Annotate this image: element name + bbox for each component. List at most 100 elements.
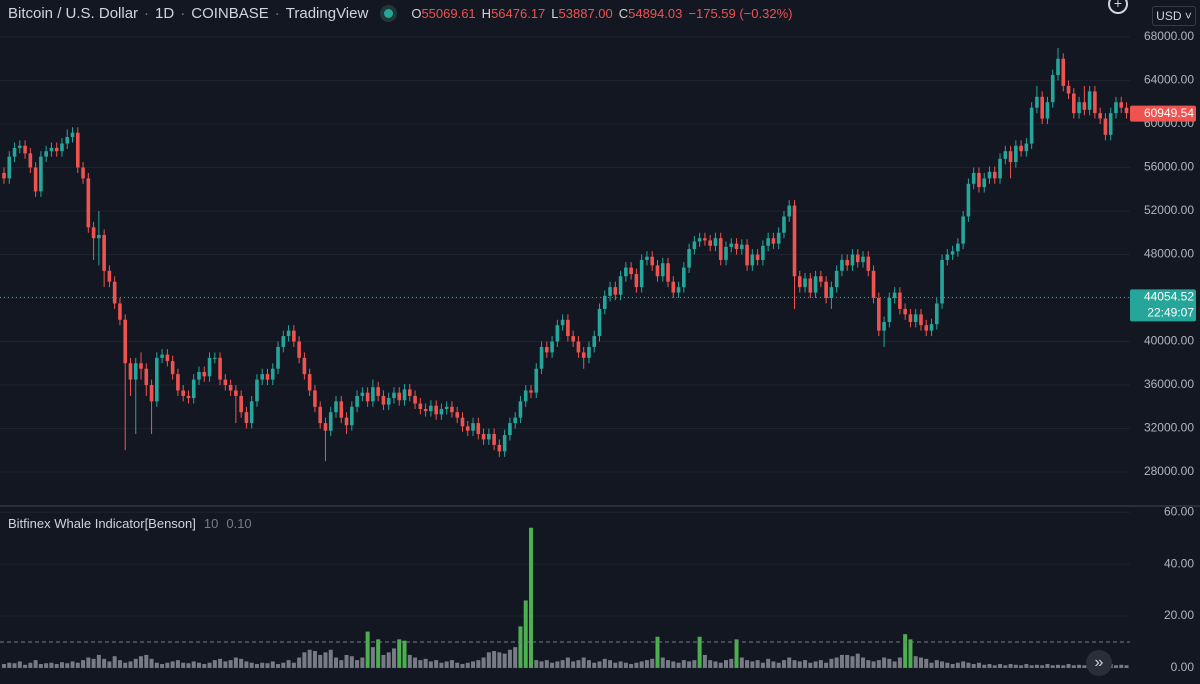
bar <box>681 660 686 668</box>
bar <box>655 636 660 668</box>
value: 55069.61 <box>421 6 476 21</box>
candle-body <box>128 363 133 380</box>
candle-body <box>581 352 586 358</box>
bar <box>212 660 217 668</box>
bar <box>845 654 850 668</box>
candle-body <box>260 374 265 380</box>
candle-body <box>987 171 992 179</box>
ohlc-close: C54894.03 <box>619 6 683 21</box>
bar <box>402 640 407 668</box>
candle-body <box>703 238 707 241</box>
candle-body <box>761 245 765 260</box>
candle-body <box>913 314 918 322</box>
candle-body <box>502 435 507 452</box>
candle-body <box>112 281 117 304</box>
add-button[interactable]: + <box>1108 0 1128 14</box>
bar <box>397 639 402 668</box>
candle-body <box>123 319 128 364</box>
candle-body <box>1024 143 1029 152</box>
market-status[interactable] <box>384 9 394 18</box>
bar <box>260 662 265 668</box>
bar <box>787 657 792 668</box>
candle-body <box>144 368 149 386</box>
bar <box>12 663 17 668</box>
bar <box>576 660 581 668</box>
candle-body <box>386 398 391 405</box>
y-tick-label: 40000.00 <box>1144 334 1194 348</box>
bar <box>908 639 913 668</box>
countdown-label: 22:49:07 <box>1147 306 1194 320</box>
currency-select[interactable]: USD ˅ <box>1152 6 1196 26</box>
bar <box>175 660 180 668</box>
candle-body <box>492 433 496 445</box>
candle-body <box>523 390 528 402</box>
bar <box>407 654 412 668</box>
bar <box>539 661 544 668</box>
bar <box>96 654 101 668</box>
candle-body <box>803 278 807 288</box>
candle-body <box>682 267 686 288</box>
candle-body <box>402 389 407 401</box>
bar <box>913 656 918 668</box>
bar <box>128 661 133 668</box>
candle-body <box>650 256 655 266</box>
bar <box>1045 664 1050 668</box>
symbol-name[interactable]: Bitcoin / U.S. Dollar <box>8 5 139 22</box>
candle-body <box>102 234 106 271</box>
bar <box>776 662 781 668</box>
candle-body <box>782 216 786 233</box>
bar <box>186 663 191 668</box>
bar <box>650 658 655 668</box>
candle-body <box>797 276 802 288</box>
bar <box>265 663 270 668</box>
candle-body <box>813 276 818 293</box>
bar <box>697 636 702 668</box>
candle-body <box>381 395 386 405</box>
candle-body <box>487 433 491 440</box>
bar <box>455 662 460 668</box>
candle-body <box>734 243 739 250</box>
candle-body <box>1008 151 1013 163</box>
bar <box>555 661 560 668</box>
candle-body <box>629 267 633 275</box>
candle-body <box>950 251 955 255</box>
candle-body <box>660 263 665 277</box>
bar <box>803 660 808 668</box>
bar <box>302 652 307 668</box>
bar <box>1008 664 1013 668</box>
bar <box>1124 665 1129 668</box>
bar <box>223 661 228 668</box>
candle-body <box>729 243 734 247</box>
bar <box>671 661 676 668</box>
candle-body <box>191 379 196 399</box>
bar <box>760 662 765 668</box>
indicator-name[interactable]: Bitfinex Whale Indicator[Benson] <box>8 516 196 531</box>
bar <box>523 600 528 668</box>
candle-body <box>481 433 486 440</box>
separator: · <box>274 5 280 22</box>
candle-body <box>276 346 280 369</box>
bar <box>976 662 981 668</box>
bar <box>307 649 312 668</box>
bar <box>550 662 555 668</box>
separator: · <box>180 5 186 22</box>
scroll-to-latest[interactable]: » <box>1086 650 1112 676</box>
candle-body <box>33 167 38 192</box>
bar <box>597 661 602 668</box>
y-tick-label: 0.00 <box>1171 660 1195 674</box>
interval[interactable]: 1D <box>155 5 175 22</box>
candle-body <box>360 392 365 396</box>
bar <box>102 658 107 668</box>
candle-body <box>708 240 712 246</box>
bar <box>1071 665 1076 668</box>
candle-body <box>1093 91 1097 114</box>
bar <box>370 647 375 668</box>
candle-body <box>934 303 939 325</box>
candle-body <box>207 357 212 377</box>
bar <box>228 660 233 668</box>
candle-body <box>371 387 375 402</box>
candle-body <box>750 254 755 266</box>
candle-body <box>1077 102 1081 114</box>
candle-body <box>924 325 929 331</box>
